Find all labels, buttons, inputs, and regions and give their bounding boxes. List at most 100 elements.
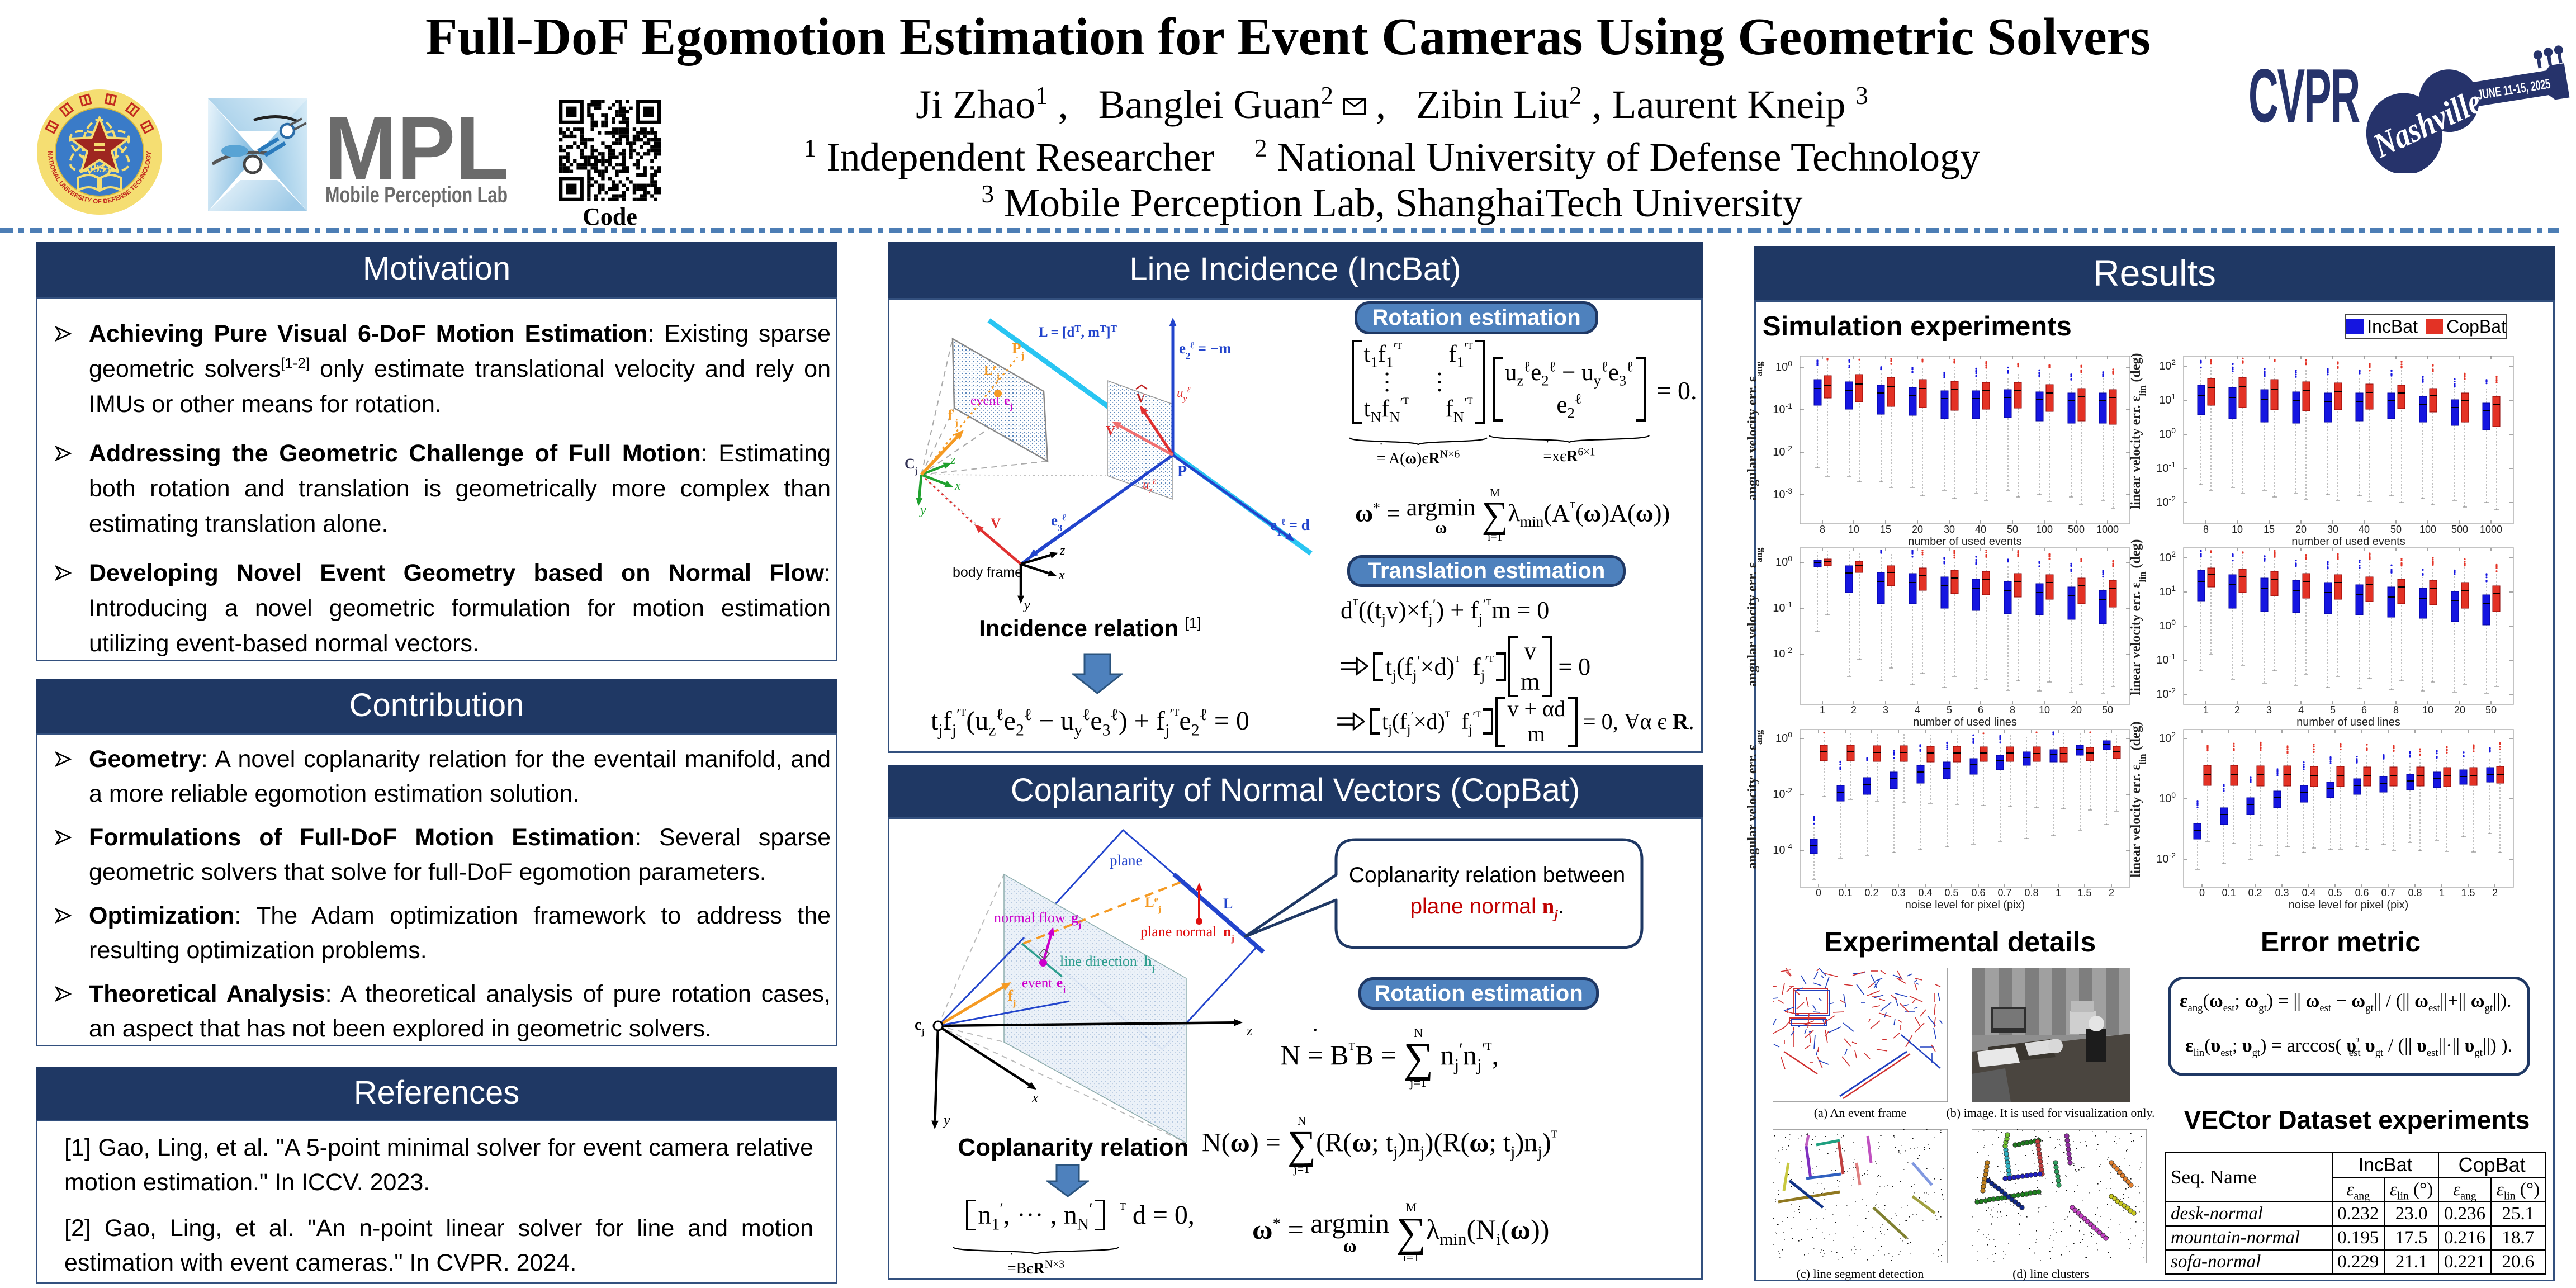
svg-text:10: 10 [2422,704,2433,716]
svg-text:linear velocity err. εlin (de: linear velocity err. εlin (deg) [2129,539,2148,695]
svg-text:x: x [1031,1090,1039,1106]
svg-text:V: V [1136,391,1146,406]
svg-text:0.8: 0.8 [2408,887,2422,898]
svg-text:4: 4 [2298,704,2304,716]
svg-text:number of used lines: number of used lines [2296,716,2400,728]
svg-text:1: 1 [2439,887,2445,898]
svg-text:L = [dT, mT]T: L = [dT, mT]T [1039,323,1117,340]
svg-text:number of used events: number of used events [2291,536,2405,548]
svg-text:1953: 1953 [88,163,111,175]
svg-text:40: 40 [2359,524,2370,535]
svg-text:4: 4 [1915,704,1920,716]
svg-text:1000: 1000 [2480,524,2502,535]
svg-text:V: V [1106,424,1116,438]
svg-text:40: 40 [1975,524,1986,535]
svg-text:10-3: 10-3 [1773,486,1792,501]
svg-text:8: 8 [1820,524,1825,535]
svg-text:500: 500 [2451,524,2468,535]
svg-text:5: 5 [2330,704,2336,716]
svg-text:number of used events: number of used events [1908,536,2021,548]
svg-text:30: 30 [2327,524,2338,535]
svg-text:0: 0 [1816,887,1821,898]
svg-text:line direction: line direction [1060,953,1137,969]
svg-text:Lej: Lej [1145,895,1161,914]
svg-text:1: 1 [1820,704,1825,716]
svg-text:20: 20 [1912,524,1923,535]
svg-text:101: 101 [2159,392,2176,406]
svg-text:0.6: 0.6 [2355,887,2369,898]
svg-text:0.4: 0.4 [1918,887,1932,898]
svg-text:z: z [950,453,956,467]
svg-text:V: V [991,516,1001,531]
svg-text:10-1: 10-1 [1773,401,1792,416]
svg-text:10-1: 10-1 [2156,652,2176,666]
svg-text:0.4: 0.4 [2302,887,2315,898]
svg-text:2: 2 [1851,704,1857,716]
svg-text:z: z [1059,543,1066,558]
svg-text:0.8: 0.8 [2024,887,2038,898]
svg-text:0.7: 0.7 [1997,887,2011,898]
svg-text:angular velocity err. εang: angular velocity err. εang [1745,361,1764,500]
svg-text:100: 100 [2419,524,2436,535]
svg-text:500: 500 [2068,524,2085,535]
svg-text:0.1: 0.1 [1838,887,1852,898]
svg-text:x: x [954,479,961,493]
svg-text:1.5: 1.5 [2077,887,2091,898]
svg-text:y: y [1023,598,1030,613]
svg-text:L: L [1223,896,1233,912]
svg-text:Cj: Cj [905,456,918,476]
svg-text:1: 1 [2056,887,2061,898]
svg-text:body frame: body frame [953,565,1022,580]
svg-text:8: 8 [2393,704,2399,716]
svg-text:2: 2 [2234,704,2240,716]
svg-text:50: 50 [2102,704,2113,716]
svg-text:100: 100 [2159,790,2176,805]
svg-text:100: 100 [2159,618,2176,632]
svg-text:e3ℓ: e3ℓ [1051,512,1066,533]
svg-text:0.1: 0.1 [2222,887,2236,898]
svg-text:100: 100 [1775,554,1792,569]
svg-text:cj: cj [915,1016,925,1037]
svg-text:angular velocity err. εang: angular velocity err. εang [1745,547,1764,686]
svg-text:x: x [1058,568,1065,583]
svg-text:102: 102 [2159,730,2176,745]
svg-text:100: 100 [2159,426,2176,441]
svg-text:50: 50 [2485,704,2497,716]
svg-text:MPL: MPL [324,98,509,198]
svg-text:0.2: 0.2 [1864,887,1878,898]
svg-text:event: event [970,394,1000,408]
svg-text:linear velocity err. εlin (de: linear velocity err. εlin (deg) [2129,721,2148,877]
svg-text:20: 20 [2454,704,2465,716]
svg-text:102: 102 [2159,358,2176,372]
svg-text:plane normal: plane normal [1140,924,1216,940]
svg-text:CVPR: CVPR [2248,53,2360,138]
svg-text:e2ℓ = −m: e2ℓ = −m [1179,340,1232,361]
svg-text:10-2: 10-2 [2156,494,2176,509]
svg-text:1000: 1000 [2096,524,2119,535]
svg-text:100: 100 [2036,524,2053,535]
svg-text:20: 20 [2295,524,2307,535]
svg-text:8: 8 [2010,704,2015,716]
svg-text:Mobile Perception Lab: Mobile Perception Lab [325,183,508,207]
svg-text:0.3: 0.3 [1891,887,1905,898]
svg-text:y: y [942,1112,950,1128]
svg-text:20: 20 [2071,704,2082,716]
svg-text:10-2: 10-2 [1773,646,1792,660]
svg-text:0.5: 0.5 [1944,887,1958,898]
svg-text:normal flow: normal flow [994,910,1066,926]
svg-text:3: 3 [2266,704,2272,716]
svg-text:50: 50 [2390,524,2402,535]
svg-text:5: 5 [1947,704,1952,716]
svg-text:10: 10 [1848,524,1859,535]
svg-text:0.3: 0.3 [2275,887,2289,898]
svg-text:uyℓ: uyℓ [1177,386,1190,404]
svg-text:6: 6 [1978,704,1983,716]
svg-text:10-1: 10-1 [2156,460,2176,475]
svg-text:0: 0 [2199,887,2205,898]
svg-text:0.7: 0.7 [2381,887,2395,898]
svg-text:10-2: 10-2 [2156,851,2176,865]
svg-text:P: P [1177,463,1187,480]
svg-text:noise level for pixel (pix): noise level for pixel (pix) [1905,899,2025,911]
svg-text:101: 101 [2159,584,2176,598]
svg-text:30: 30 [1944,524,1955,535]
